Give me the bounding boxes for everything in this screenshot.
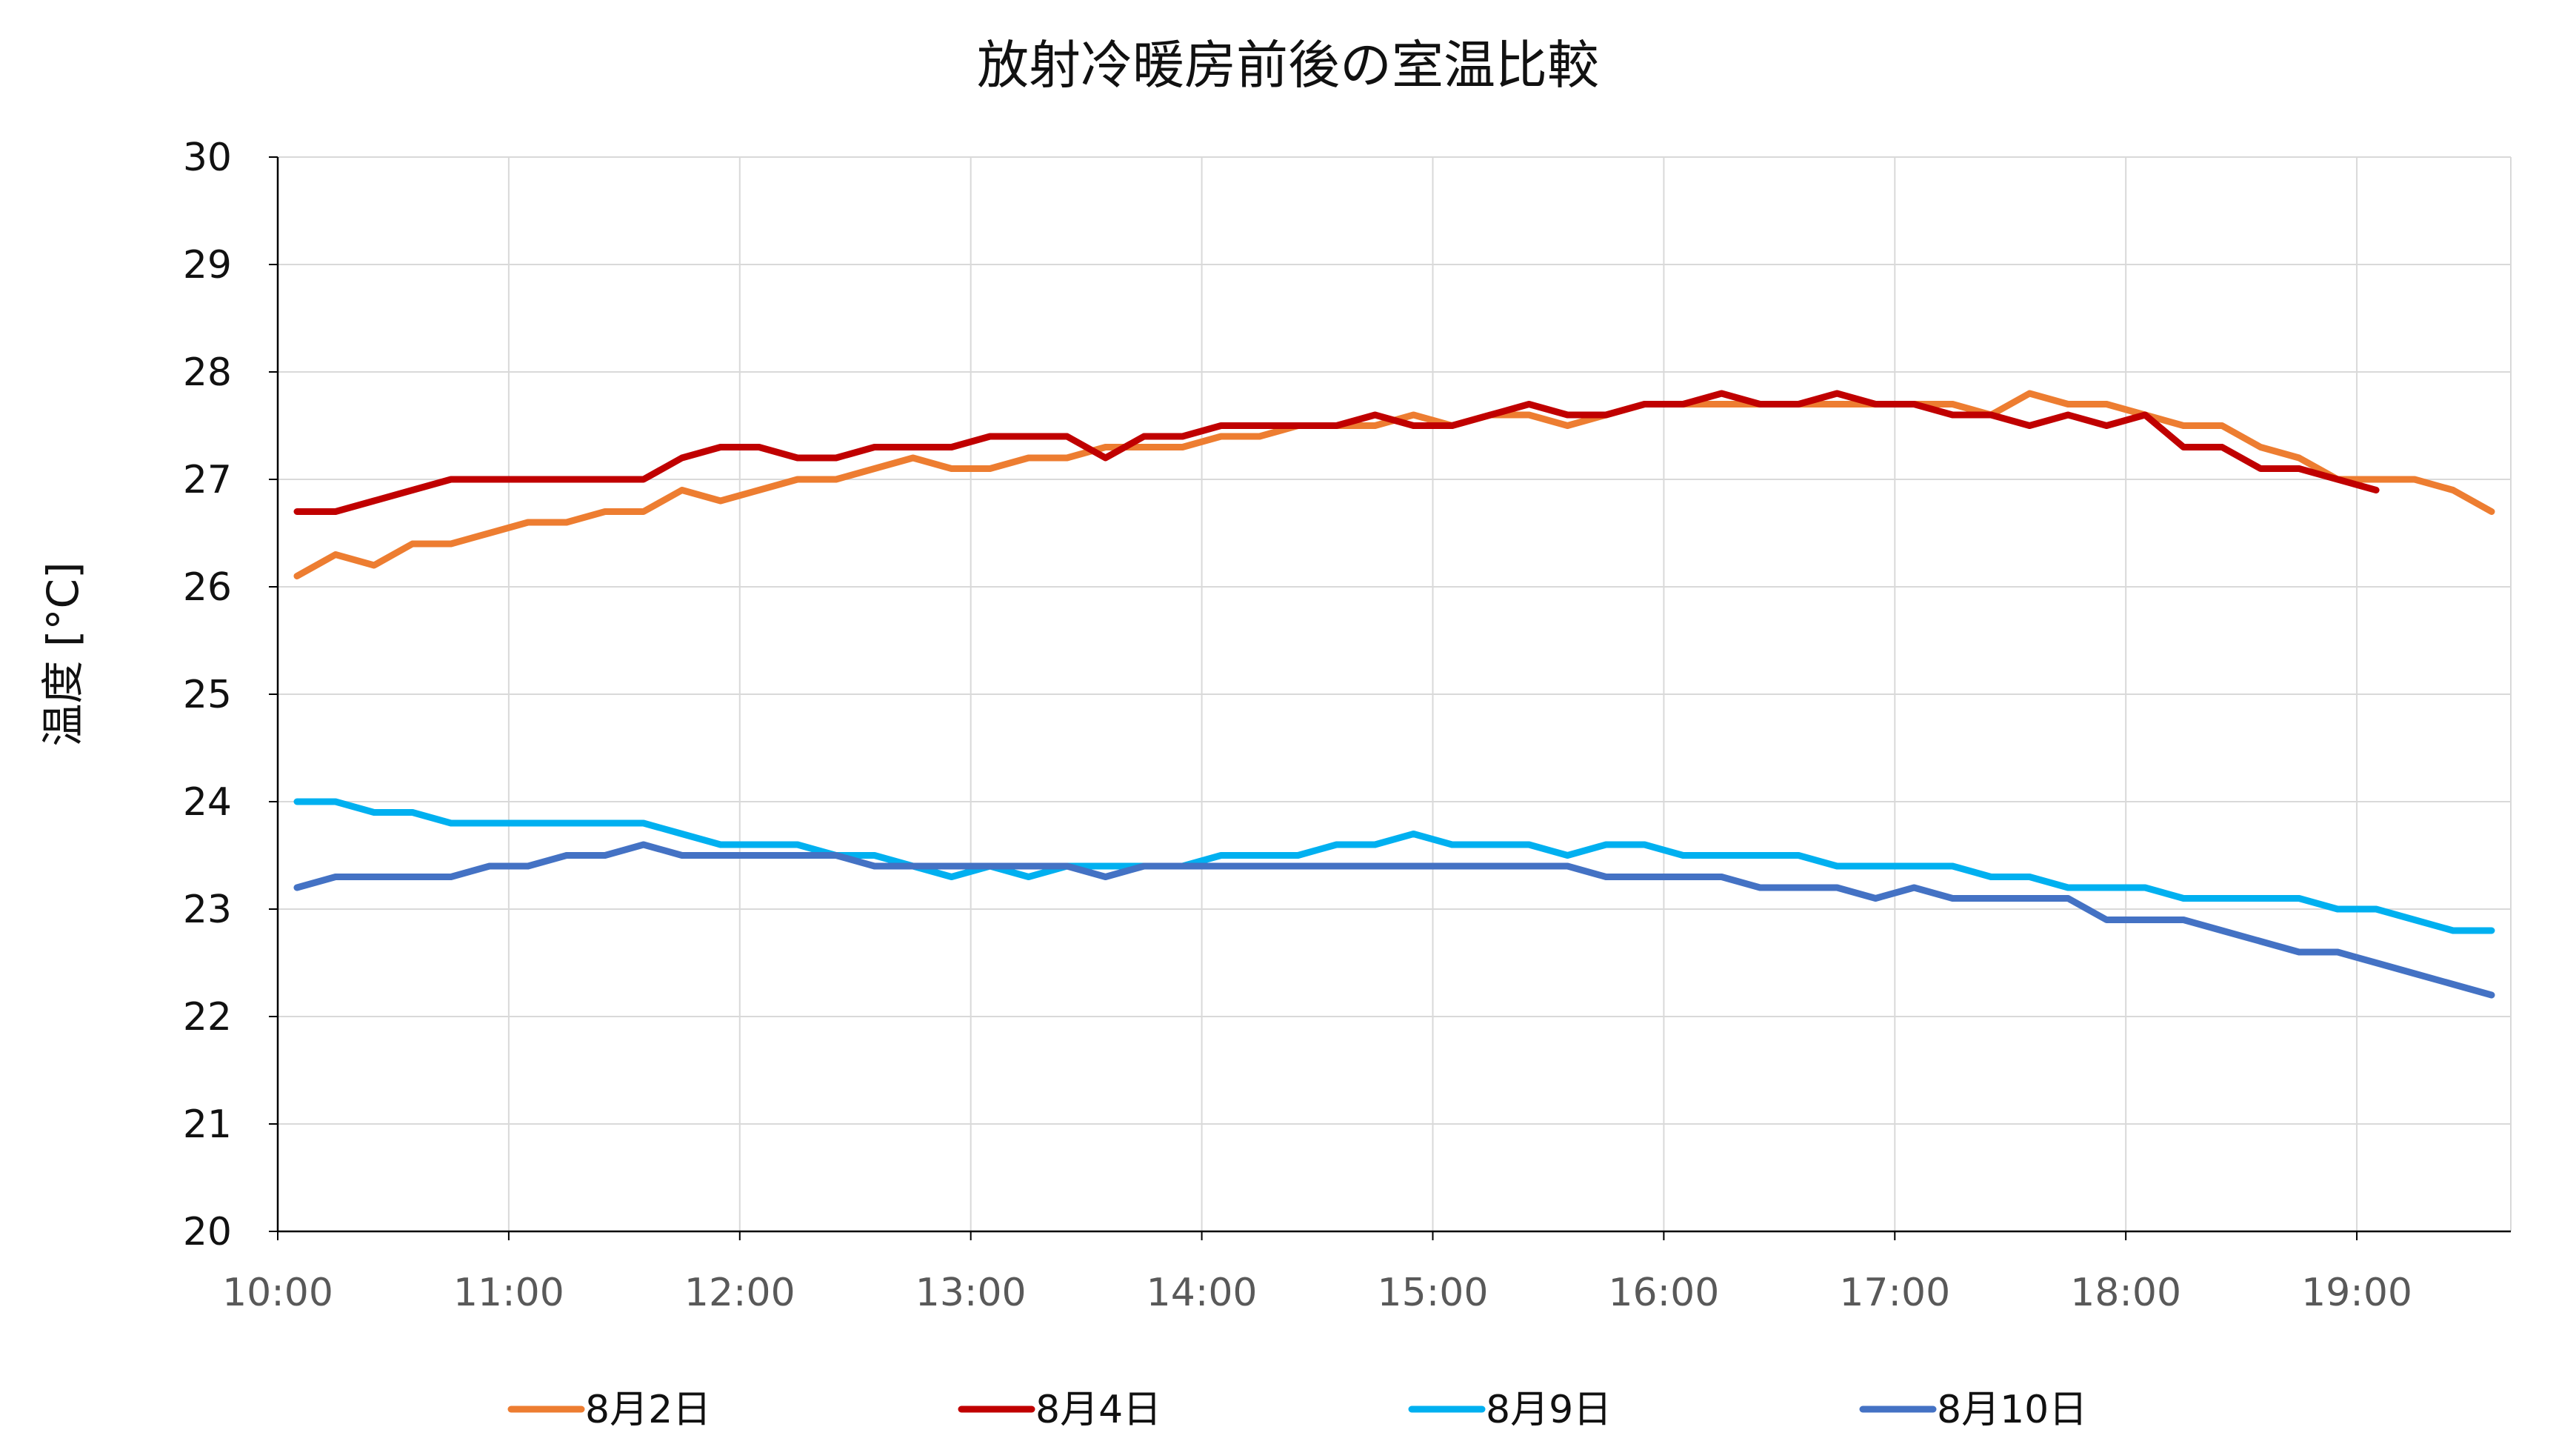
- series-lines: [293, 390, 2495, 999]
- axes: [269, 156, 2511, 1240]
- y-tick-label: 26: [183, 565, 232, 610]
- legend: 8月2日 8月4日 8月9日 8月10日: [507, 1388, 2087, 1432]
- legend-label: 8月4日: [1035, 1388, 1161, 1432]
- chart-title: 放射冷暖房前後の室温比較: [977, 35, 1599, 96]
- y-tick-label: 25: [183, 673, 232, 717]
- legend-label: 8月2日: [585, 1388, 711, 1432]
- tick-labels: 20 21 22 23 24 25 26 27 28 29 30 10:00 11:00 12:00 13:…: [183, 136, 2412, 1315]
- x-tick-label: 13:00: [915, 1271, 1027, 1315]
- x-tick-label: 14:00: [1147, 1271, 1258, 1315]
- legend-label: 8月9日: [1486, 1388, 1612, 1432]
- series-line: [293, 841, 2495, 999]
- series-line: [293, 798, 2495, 934]
- x-tick-label: 17:00: [1839, 1271, 1950, 1315]
- x-tick-label: 19:00: [2301, 1271, 2412, 1315]
- x-tick-label: 10:00: [222, 1271, 333, 1315]
- y-tick-label: 30: [183, 136, 232, 180]
- y-tick-label: 21: [183, 1102, 232, 1147]
- grid-lines: [277, 156, 2512, 1231]
- y-tick-label: 27: [183, 458, 232, 502]
- x-tick-label: 16:00: [1608, 1271, 1719, 1315]
- y-axis-label: 温度 [°C]: [38, 562, 88, 746]
- series-line: [293, 390, 2380, 515]
- x-tick-label: 18:00: [2070, 1271, 2181, 1315]
- y-tick-label: 29: [183, 243, 232, 287]
- x-tick-label: 15:00: [1378, 1271, 1489, 1315]
- x-tick-label: 12:00: [684, 1271, 795, 1315]
- y-tick-label: 20: [183, 1210, 232, 1254]
- y-tick-label: 28: [183, 350, 232, 395]
- y-tick-label: 23: [183, 888, 232, 932]
- y-tick-label: 22: [183, 995, 232, 1039]
- y-tick-label: 24: [183, 780, 232, 825]
- x-tick-label: 11:00: [453, 1271, 564, 1315]
- legend-label: 8月10日: [1937, 1388, 2087, 1432]
